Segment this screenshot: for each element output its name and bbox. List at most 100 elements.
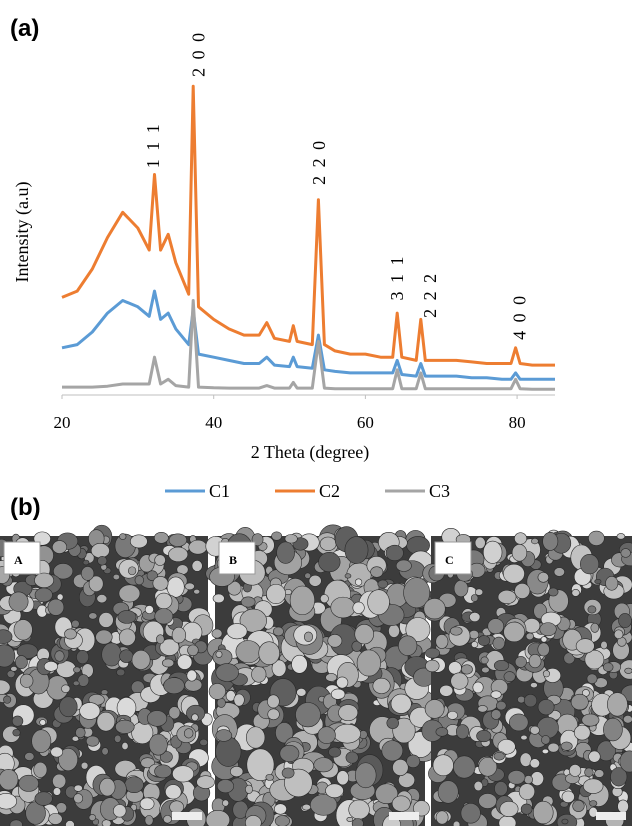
particle	[96, 594, 108, 604]
particle	[619, 750, 632, 773]
particle	[168, 533, 187, 547]
particle	[266, 583, 286, 605]
particle	[594, 578, 602, 585]
particle	[144, 815, 154, 826]
particle	[301, 803, 311, 811]
particle	[154, 554, 166, 566]
particle	[481, 666, 490, 674]
particle	[490, 690, 502, 699]
particle	[620, 548, 631, 558]
particle	[245, 726, 266, 749]
particle	[34, 572, 54, 588]
x-tick-label: 20	[54, 413, 71, 432]
particle	[235, 640, 261, 664]
particle	[435, 634, 449, 649]
particle	[88, 575, 104, 592]
particle	[375, 783, 399, 805]
particle	[561, 790, 575, 804]
particle	[193, 589, 201, 595]
particle	[33, 761, 48, 778]
particle	[12, 728, 21, 737]
particle	[492, 636, 505, 650]
particle	[271, 659, 287, 677]
particle	[493, 660, 510, 672]
particle	[531, 537, 539, 545]
particle	[31, 729, 52, 753]
particle	[163, 677, 185, 695]
particle	[560, 741, 573, 751]
particle	[336, 676, 349, 689]
peak-label: 3 1 1	[387, 255, 407, 301]
particle	[473, 780, 484, 792]
particle	[98, 612, 114, 628]
particle	[520, 734, 528, 741]
particle	[48, 813, 63, 825]
particle	[594, 769, 605, 778]
particle	[113, 804, 127, 818]
particle	[354, 578, 363, 586]
particle	[541, 735, 551, 745]
particle	[497, 739, 516, 755]
particle	[166, 576, 185, 598]
particle	[477, 635, 491, 646]
particle	[208, 683, 226, 700]
particle	[279, 744, 300, 763]
particle	[529, 725, 540, 735]
particle	[80, 761, 89, 770]
particle	[50, 746, 64, 758]
particle	[377, 579, 389, 589]
particle	[211, 628, 223, 639]
particle	[514, 532, 527, 545]
particle	[118, 628, 136, 646]
particle	[186, 704, 206, 722]
peak-label: 4 0 0	[509, 294, 529, 340]
scale-bar	[389, 812, 419, 820]
particle	[503, 621, 526, 643]
particle	[245, 815, 262, 826]
particle	[85, 735, 100, 747]
particle	[392, 759, 409, 776]
particle	[381, 740, 404, 762]
particle	[351, 818, 364, 826]
particle	[581, 713, 600, 727]
particle	[215, 650, 223, 658]
particle	[215, 729, 233, 742]
scale-bar	[596, 812, 626, 820]
particle	[75, 727, 86, 739]
particle	[395, 559, 412, 572]
particle	[571, 589, 580, 597]
particle	[617, 799, 629, 814]
particle	[561, 818, 569, 825]
particle	[388, 624, 400, 638]
particle	[318, 552, 341, 573]
particle	[18, 774, 39, 792]
particle	[425, 659, 440, 673]
particle	[327, 634, 343, 648]
particle	[596, 740, 616, 762]
particle	[541, 748, 549, 754]
sem-label: C	[445, 553, 454, 567]
particle	[455, 724, 470, 740]
particle	[520, 803, 533, 815]
particle	[448, 661, 462, 675]
particle	[330, 688, 346, 700]
particle	[64, 628, 77, 640]
particle	[470, 594, 479, 602]
particle	[101, 747, 109, 756]
particle	[537, 642, 550, 657]
particle	[304, 572, 312, 579]
particle	[59, 696, 78, 718]
particle	[156, 634, 165, 645]
particle	[168, 706, 181, 720]
particle	[73, 666, 81, 674]
particle	[97, 556, 108, 566]
particle	[212, 593, 225, 604]
particle	[478, 757, 498, 777]
particle	[529, 758, 540, 769]
particle	[265, 773, 274, 781]
particle	[119, 533, 127, 540]
particle	[43, 661, 59, 672]
particle	[131, 650, 151, 670]
particle	[519, 752, 532, 767]
